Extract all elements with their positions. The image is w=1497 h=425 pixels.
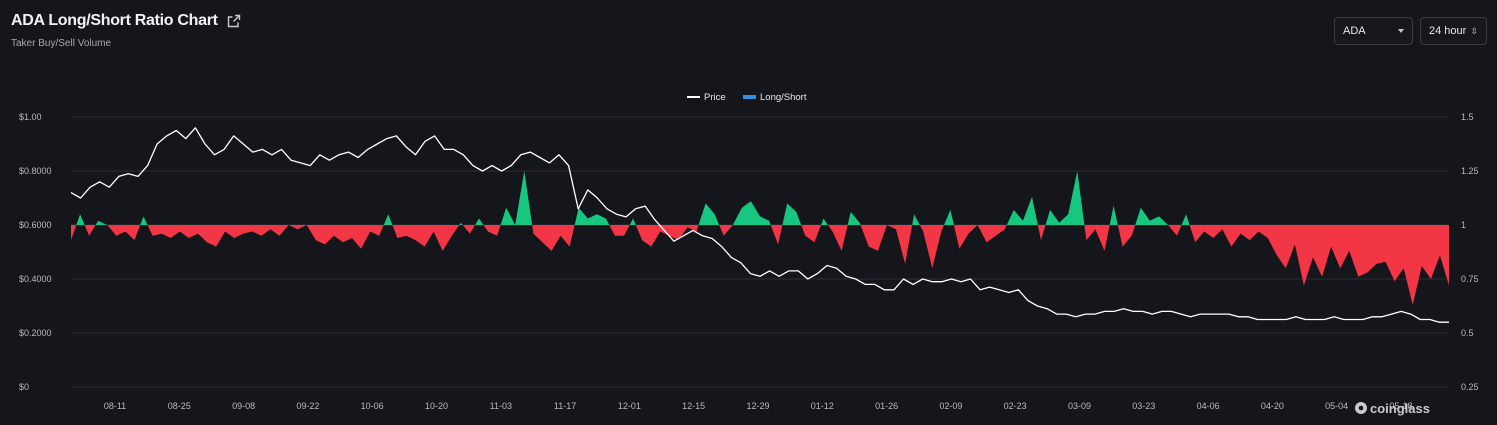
x-tick-label: 10-06: [361, 401, 384, 411]
chart-controls: ADA 24 hour ⇳: [1334, 17, 1487, 45]
y-left-tick-label: $0: [19, 382, 29, 392]
x-tick-label: 12-15: [682, 401, 705, 411]
page-subtitle: Taker Buy/Sell Volume: [11, 38, 112, 49]
page-title: ADA Long/Short Ratio Chart: [11, 12, 218, 29]
y-left-tick-label: $0.8000: [19, 166, 52, 176]
y-right-tick-label: 0.25: [1461, 382, 1479, 392]
x-tick-label: 12-29: [746, 401, 769, 411]
x-tick-label: 01-12: [811, 401, 834, 411]
legend-long-short-swatch: [743, 95, 756, 99]
chart-header: ADA Long/Short Ratio Chart Taker Buy/Sel…: [11, 12, 241, 49]
y-right-tick-label: 0.5: [1461, 328, 1474, 338]
coinglass-watermark-text: coinglass: [1370, 401, 1430, 416]
x-tick-label: 05-04: [1325, 401, 1348, 411]
price-line[interactable]: [70, 127, 1449, 323]
chart-legend[interactable]: Price Long/Short: [687, 92, 807, 103]
x-tick-label: 03-23: [1132, 401, 1155, 411]
price-series-line[interactable]: [70, 127, 1449, 323]
x-tick-label: 04-20: [1261, 401, 1284, 411]
x-tick-label: 11-17: [554, 401, 576, 411]
y-right-tick-label: 1.25: [1461, 166, 1479, 176]
watermark: coinglass: [1355, 401, 1430, 416]
period-select[interactable]: 24 hour ⇳: [1420, 17, 1487, 45]
legend-long-short-label[interactable]: Long/Short: [760, 92, 807, 103]
x-tick-label: 02-23: [1004, 401, 1027, 411]
y-right-tick-label: 1: [1461, 220, 1466, 230]
x-tick-label: 05-18: [1389, 401, 1412, 411]
x-tick-label: 04-06: [1197, 401, 1220, 411]
x-tick-label: 10-20: [425, 401, 448, 411]
period-select-value: 24 hour: [1429, 25, 1467, 37]
y-right-tick-label: 0.75: [1461, 274, 1479, 284]
coin-select[interactable]: ADA: [1334, 17, 1413, 45]
x-tick-label: 02-09: [939, 401, 962, 411]
x-tick-label: 03-09: [1068, 401, 1091, 411]
x-axis: 08-11 08-25 09-08 09-22 10-06 10-20 11-03 11-17…: [104, 401, 1413, 411]
sort-updown-icon: ⇳: [1470, 25, 1478, 36]
title-row: ADA Long/Short Ratio Chart: [11, 12, 241, 30]
x-tick-label: 09-08: [232, 401, 255, 411]
long-short-area[interactable]: [71, 171, 1449, 305]
grid-lines: [71, 116, 1449, 388]
external-link-icon[interactable]: [227, 14, 241, 28]
y-right-tick-label: 1.5: [1461, 112, 1474, 122]
y-left-tick-label: $0.4000: [19, 274, 52, 284]
y-axis-left: $0 $0.2000 $0.4000 $0.6000 $0.8000 $1.00: [19, 112, 52, 392]
long-area[interactable]: [71, 171, 1449, 305]
legend-price-label[interactable]: Price: [704, 92, 726, 103]
x-tick-label: 11-03: [490, 401, 512, 411]
coinglass-logo-inner: [1358, 405, 1364, 411]
y-left-tick-label: $0.2000: [19, 328, 52, 338]
short-area[interactable]: [71, 171, 1449, 305]
x-tick-label: 08-11: [104, 401, 126, 411]
x-tick-label: 01-26: [875, 401, 898, 411]
y-axis-right: 0.25 0.5 0.75 1 1.25 1.5: [1461, 112, 1479, 392]
coin-select-value: ADA: [1343, 25, 1366, 37]
y-left-tick-label: $0.6000: [19, 220, 52, 230]
caret-down-icon: [1398, 29, 1404, 33]
x-tick-label: 08-25: [168, 401, 191, 411]
x-tick-label: 09-22: [296, 401, 319, 411]
x-tick-label: 12-01: [618, 401, 641, 411]
y-left-tick-label: $1.00: [19, 112, 42, 122]
